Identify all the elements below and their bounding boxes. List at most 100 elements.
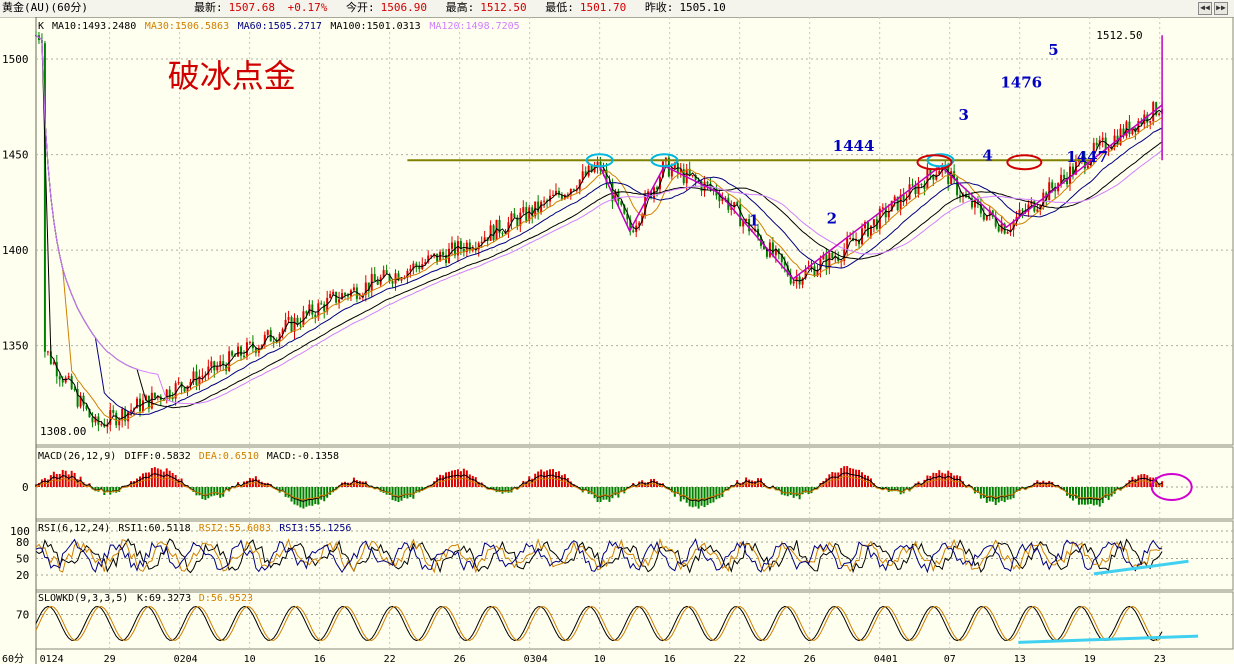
x-tick-label: 10 bbox=[244, 654, 256, 664]
candle-body bbox=[519, 212, 522, 227]
x-tick-label: 22 bbox=[734, 654, 746, 664]
x-tick-label: 26 bbox=[454, 654, 466, 664]
quote-bar: 黄金(AU)(60分) 最新: 1507.68 +0.17% 今开: 1506.90… bbox=[0, 0, 1234, 18]
candle-body bbox=[358, 297, 361, 299]
candle-body bbox=[569, 189, 572, 195]
candle-body bbox=[528, 207, 531, 221]
open-price: 今开: 1506.90 bbox=[345, 1, 427, 14]
candle-body bbox=[442, 251, 445, 256]
candle-body bbox=[522, 207, 525, 213]
candle-body bbox=[994, 216, 997, 227]
candle-body bbox=[73, 388, 76, 390]
wave-label-4: 4 bbox=[982, 146, 992, 164]
candle-body bbox=[694, 175, 697, 180]
candle-body bbox=[917, 183, 920, 195]
kd-trendline bbox=[1018, 634, 1199, 644]
kd-tick-label: 70 bbox=[16, 609, 29, 622]
candle-body bbox=[183, 387, 186, 392]
y-tick-label: 1500 bbox=[2, 53, 29, 66]
candle-body bbox=[1158, 113, 1161, 116]
candle-body bbox=[299, 324, 302, 326]
chart-title: 破冰点金 bbox=[168, 57, 296, 95]
candle-body bbox=[320, 303, 323, 305]
candle-body bbox=[450, 242, 453, 249]
candle-body bbox=[144, 395, 147, 401]
candle-body bbox=[742, 221, 745, 227]
candle-body bbox=[1131, 127, 1134, 135]
candle-body bbox=[305, 311, 308, 314]
candle-body bbox=[584, 171, 587, 176]
candle-body bbox=[679, 169, 682, 173]
candle-body bbox=[560, 194, 563, 199]
candle-body bbox=[1083, 157, 1086, 169]
rsi-tick-label: 80 bbox=[16, 536, 29, 549]
kd-title: SLOWKD(9,3,3,5) bbox=[38, 593, 128, 604]
x-tick-label: 23 bbox=[1154, 654, 1166, 664]
wave-label-1: 1 bbox=[749, 211, 759, 229]
candle-body bbox=[189, 381, 192, 386]
candle-body bbox=[1122, 128, 1125, 137]
candle-body bbox=[843, 249, 846, 261]
rsi-tick-label: 100 bbox=[10, 525, 30, 538]
candle-body bbox=[911, 184, 914, 186]
candle-body bbox=[1063, 174, 1066, 178]
candle-body bbox=[733, 202, 736, 208]
candle-body bbox=[121, 408, 124, 421]
candle-body bbox=[685, 168, 688, 184]
candle-body bbox=[1146, 114, 1149, 123]
expand-icon[interactable]: ▶▶ bbox=[1214, 2, 1228, 15]
candle-body bbox=[216, 366, 219, 371]
candle-body bbox=[168, 389, 171, 399]
candle-body bbox=[376, 280, 379, 285]
candle-body bbox=[516, 217, 519, 227]
candle-body bbox=[953, 171, 956, 178]
macd-legend-item: DEA:0.6510 bbox=[199, 451, 259, 462]
candle-body bbox=[290, 317, 293, 332]
candle-body bbox=[510, 213, 513, 223]
candle-body bbox=[950, 171, 953, 184]
candle-body bbox=[947, 166, 950, 184]
candle-body bbox=[100, 424, 103, 426]
candle-body bbox=[1027, 204, 1030, 212]
candle-body bbox=[795, 276, 798, 282]
collapse-icon[interactable]: ◀◀ bbox=[1198, 2, 1212, 15]
candle-body bbox=[127, 411, 130, 422]
indicator-label: K bbox=[38, 21, 44, 32]
candle-body bbox=[593, 166, 596, 172]
candle-body bbox=[272, 341, 275, 343]
macd-legend-item: DIFF:0.5832 bbox=[125, 451, 191, 462]
candle-body bbox=[1060, 174, 1063, 184]
candle-body bbox=[314, 314, 317, 317]
candle-body bbox=[1069, 166, 1072, 185]
candle-body bbox=[150, 392, 153, 409]
candle-body bbox=[427, 255, 430, 263]
candle-body bbox=[849, 238, 852, 240]
candle-body bbox=[831, 252, 834, 259]
quote-values: 最新: 1507.68 +0.17% 今开: 1506.90 最高: 1512.50 … bbox=[194, 0, 738, 16]
candle-body bbox=[385, 270, 388, 275]
wave-label-2: 2 bbox=[827, 209, 837, 227]
candle-body bbox=[115, 412, 118, 426]
candle-body bbox=[67, 376, 70, 378]
macd-highlight-ellipse bbox=[1150, 473, 1193, 501]
candle-body bbox=[748, 218, 751, 232]
candle-body bbox=[869, 225, 872, 237]
candle-body bbox=[647, 191, 650, 195]
candle-body bbox=[804, 269, 807, 279]
candle-body bbox=[828, 252, 831, 269]
candle-body bbox=[623, 205, 626, 214]
candle-body bbox=[136, 398, 139, 409]
symbol-title: 黄金(AU)(60分) bbox=[2, 1, 88, 14]
low-price: 最低: 1501.70 bbox=[545, 1, 627, 14]
candle-body bbox=[430, 255, 433, 257]
breakout-ellipse bbox=[1006, 154, 1043, 171]
candle-body bbox=[207, 366, 210, 376]
rsi-line-1 bbox=[35, 538, 1163, 574]
candle-body bbox=[46, 351, 49, 353]
rsi-legend-item: RSI1:60.5118 bbox=[118, 523, 190, 534]
candle-body bbox=[344, 293, 347, 295]
candle-body bbox=[1155, 102, 1158, 116]
candle-body bbox=[938, 170, 941, 175]
candle-body bbox=[581, 171, 584, 180]
